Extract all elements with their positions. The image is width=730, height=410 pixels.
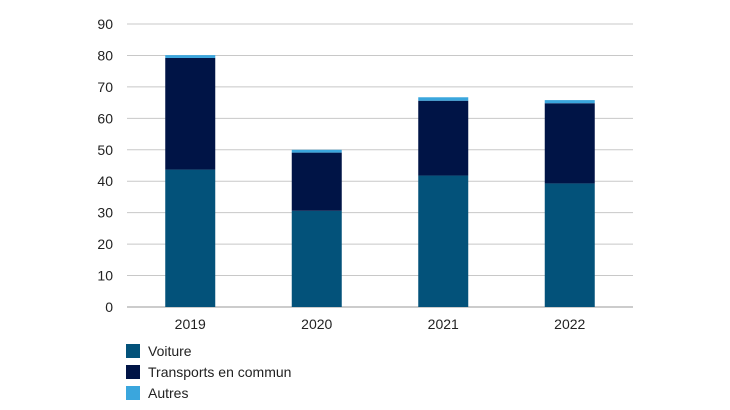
bar-segment-transports-en-commun: [291, 152, 342, 211]
x-tick-label: 2019: [175, 316, 206, 332]
legend-swatch: [126, 385, 140, 400]
x-tick-label: 2021: [428, 316, 459, 332]
bar-segment-transports-en-commun: [418, 100, 469, 176]
bar-segment-voiture: [544, 183, 595, 307]
legend-label: Transports en commun: [148, 363, 292, 380]
legend-item: Voiture: [126, 340, 291, 361]
y-tick-label: 0: [105, 299, 113, 315]
bar-segment-transports-en-commun: [165, 57, 216, 170]
y-tick-label: 50: [97, 142, 113, 158]
legend-label: Voiture: [148, 342, 192, 359]
bar-segment-voiture: [291, 210, 342, 307]
bar-segment-autres: [291, 149, 342, 153]
legend-label: Autres: [148, 384, 189, 401]
y-tick-label: 40: [97, 173, 113, 189]
stacked-bar-chart: 0 10 20 30 40 50 60 70 80 90 2019 2020 2021 2022: [97, 16, 633, 332]
x-tick-label: 2022: [554, 316, 585, 332]
legend-item: Autres: [126, 382, 291, 403]
y-tick-label: 20: [97, 236, 113, 252]
y-tick-label: 30: [97, 205, 113, 221]
legend-swatch: [126, 364, 140, 379]
bar-segment-transports-en-commun: [544, 103, 595, 184]
y-tick-label: 90: [97, 16, 113, 32]
y-tick-label: 80: [97, 47, 113, 63]
y-tick-label: 70: [97, 79, 113, 95]
y-tick-label: 10: [97, 268, 113, 284]
bar-segment-voiture: [165, 169, 216, 307]
bar-segment-voiture: [418, 175, 469, 307]
bar-segment-autres: [544, 100, 595, 104]
x-tick-label: 2020: [301, 316, 332, 332]
legend: Voiture Transports en commun Autres: [126, 340, 291, 403]
y-tick-label: 60: [97, 110, 113, 126]
bar-segment-autres: [165, 55, 216, 58]
legend-item: Transports en commun: [126, 361, 291, 382]
legend-swatch: [126, 343, 140, 358]
bar-segment-autres: [418, 97, 469, 101]
